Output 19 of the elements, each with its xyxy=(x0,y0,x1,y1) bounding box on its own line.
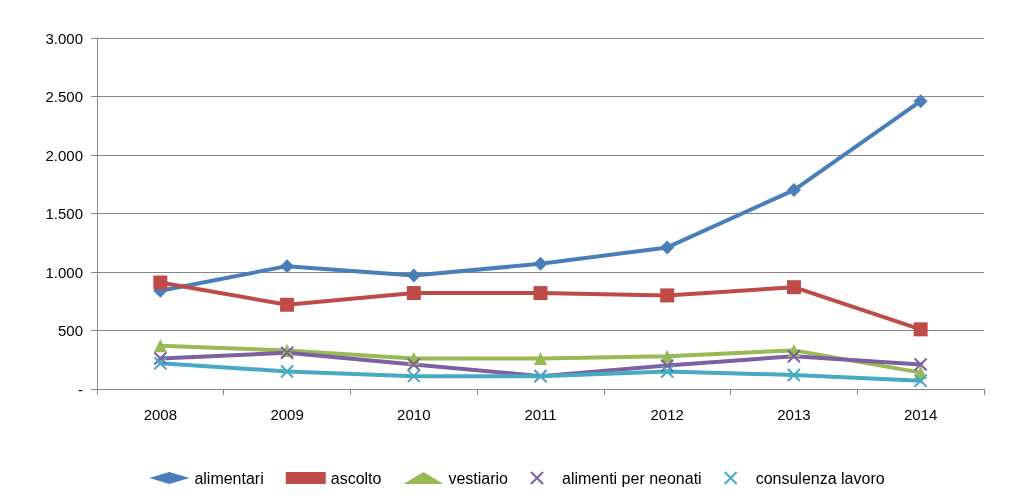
legend-label: vestiario xyxy=(448,469,509,487)
y-tick-label: 3.000 xyxy=(45,29,83,47)
y-tick-label: - xyxy=(78,380,83,398)
x-tick-label: 2012 xyxy=(650,406,684,423)
legend-label: alimenti per neonati xyxy=(562,469,702,487)
y-tick-label: 1.500 xyxy=(45,205,83,222)
legend-label: alimentari xyxy=(194,469,264,487)
legend-label: consulenza lavoro xyxy=(755,469,885,487)
x-tick-label: 2009 xyxy=(270,406,304,423)
y-tick-label: 2.500 xyxy=(45,88,83,105)
y-tick-label: 1.000 xyxy=(45,263,83,281)
x-tick-label: 2013 xyxy=(777,406,811,423)
y-tick-label: 2.000 xyxy=(45,146,83,164)
legend-label: ascolto xyxy=(330,469,382,487)
x-tick-label: 2010 xyxy=(397,406,431,423)
x-tick-label: 2008 xyxy=(143,406,178,423)
y-tick-label: 500 xyxy=(57,322,83,339)
x-tick-label: 2011 xyxy=(524,406,557,423)
x-tick-label: 2014 xyxy=(903,406,938,423)
